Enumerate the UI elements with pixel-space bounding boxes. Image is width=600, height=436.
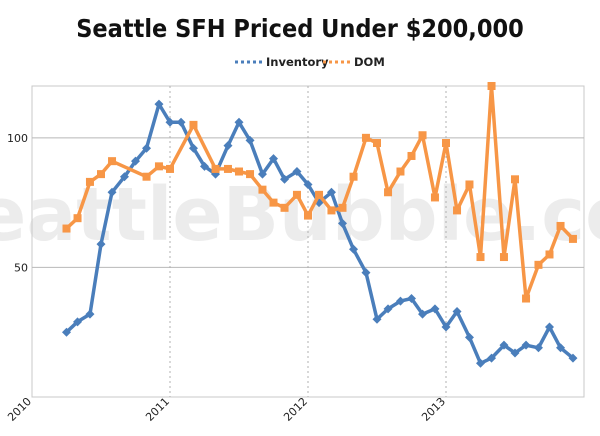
data-point-dom-19 [327, 206, 336, 215]
data-point-inventory-43 [556, 343, 566, 353]
legend-item-dom: DOM [323, 55, 385, 69]
data-point-inventory-37 [487, 353, 497, 363]
data-point-inventory-30 [407, 294, 416, 304]
data-point-inventory-27 [372, 314, 382, 324]
data-point-inventory-24 [338, 218, 347, 228]
data-point-inventory-35 [464, 332, 474, 342]
data-point-dom-18 [315, 190, 324, 199]
y-tick-label-50: 50 [14, 261, 28, 274]
data-point-inventory-38 [499, 340, 509, 350]
data-point-inventory-32 [430, 304, 440, 314]
chart-title: Seattle SFH Priced Under $200,000 [76, 14, 524, 43]
data-point-dom-26 [407, 151, 416, 160]
data-point-dom-0 [62, 224, 71, 233]
data-point-dom-22 [361, 133, 370, 142]
data-point-inventory-33 [441, 322, 451, 332]
data-point-inventory-17 [257, 169, 267, 179]
data-point-inventory-15 [234, 117, 244, 127]
data-point-dom-27 [418, 131, 427, 140]
data-point-inventory-36 [476, 358, 485, 368]
data-point-dom-10 [223, 164, 232, 173]
data-point-inventory-41 [533, 343, 543, 353]
data-point-inventory-26 [361, 268, 371, 278]
data-point-dom-29 [442, 139, 450, 148]
data-point-dom-7 [166, 164, 174, 173]
data-point-dom-23 [373, 139, 381, 148]
data-point-dom-25 [396, 167, 405, 176]
data-point-dom-13 [258, 185, 267, 194]
data-point-dom-40 [568, 234, 577, 243]
data-point-dom-1 [73, 214, 82, 223]
data-point-dom-11 [235, 167, 243, 176]
data-point-dom-34 [499, 253, 508, 262]
x-tick-label-2010: 2010 [5, 395, 34, 424]
data-point-dom-33 [487, 82, 496, 90]
y-tick-label-100: 100 [7, 132, 28, 145]
data-point-inventory-3 [96, 239, 106, 249]
data-point-inventory-21 [303, 179, 313, 189]
data-point-dom-8 [189, 120, 198, 129]
data-point-inventory-16 [245, 135, 255, 145]
data-point-dom-28 [430, 193, 439, 202]
legend-label-dom: DOM [354, 55, 385, 69]
data-point-inventory-18 [269, 154, 278, 164]
data-point-dom-24 [384, 188, 393, 197]
data-point-dom-16 [292, 190, 301, 199]
data-point-dom-20 [338, 203, 347, 212]
data-point-inventory-20 [292, 167, 302, 177]
legend-label-inventory: Inventory [266, 55, 329, 69]
data-point-inventory-34 [452, 306, 462, 316]
data-point-inventory-28 [383, 304, 393, 314]
data-point-inventory-14 [223, 141, 233, 151]
data-point-dom-37 [534, 260, 543, 269]
data-point-inventory-9 [165, 117, 175, 127]
data-point-inventory-2 [85, 309, 95, 319]
data-point-inventory-29 [395, 296, 405, 306]
data-point-inventory-1 [73, 317, 83, 327]
data-point-dom-3 [97, 170, 105, 179]
data-point-inventory-25 [349, 244, 359, 254]
data-point-inventory-7 [142, 143, 152, 153]
x-tick-label-2012: 2012 [281, 395, 310, 424]
data-point-dom-38 [545, 250, 554, 259]
data-point-dom-6 [154, 162, 163, 171]
data-point-inventory-44 [568, 353, 578, 363]
data-point-inventory-4 [107, 187, 117, 197]
data-point-inventory-40 [521, 340, 531, 350]
data-point-dom-12 [246, 170, 255, 179]
data-point-dom-39 [556, 221, 565, 230]
data-point-dom-36 [522, 294, 531, 303]
data-point-dom-9 [211, 164, 220, 173]
data-point-inventory-42 [545, 322, 554, 332]
data-point-dom-2 [85, 177, 94, 186]
data-point-inventory-0 [62, 327, 71, 337]
data-point-dom-32 [476, 253, 485, 262]
data-point-inventory-11 [188, 143, 198, 153]
data-point-dom-17 [304, 211, 312, 220]
data-point-inventory-10 [176, 117, 186, 127]
data-point-inventory-31 [418, 309, 428, 319]
data-point-dom-4 [108, 157, 117, 166]
data-point-dom-5 [142, 172, 151, 181]
data-point-inventory-5 [119, 172, 129, 182]
legend-item-inventory: Inventory [235, 55, 329, 69]
data-point-inventory-19 [280, 174, 290, 184]
data-point-inventory-39 [510, 348, 520, 358]
data-point-inventory-6 [131, 156, 140, 166]
x-tick-label-2013: 2013 [419, 395, 448, 424]
data-point-dom-31 [465, 180, 474, 189]
x-tick-label-2011: 2011 [143, 395, 172, 424]
data-point-dom-21 [349, 172, 358, 181]
data-point-dom-30 [453, 206, 462, 215]
data-point-dom-35 [511, 175, 519, 184]
legend: Inventory DOM [235, 55, 385, 69]
data-point-inventory-12 [200, 161, 209, 171]
data-point-inventory-8 [154, 99, 164, 109]
data-point-dom-15 [280, 203, 289, 212]
data-point-dom-14 [269, 198, 278, 207]
data-point-inventory-23 [326, 187, 336, 197]
